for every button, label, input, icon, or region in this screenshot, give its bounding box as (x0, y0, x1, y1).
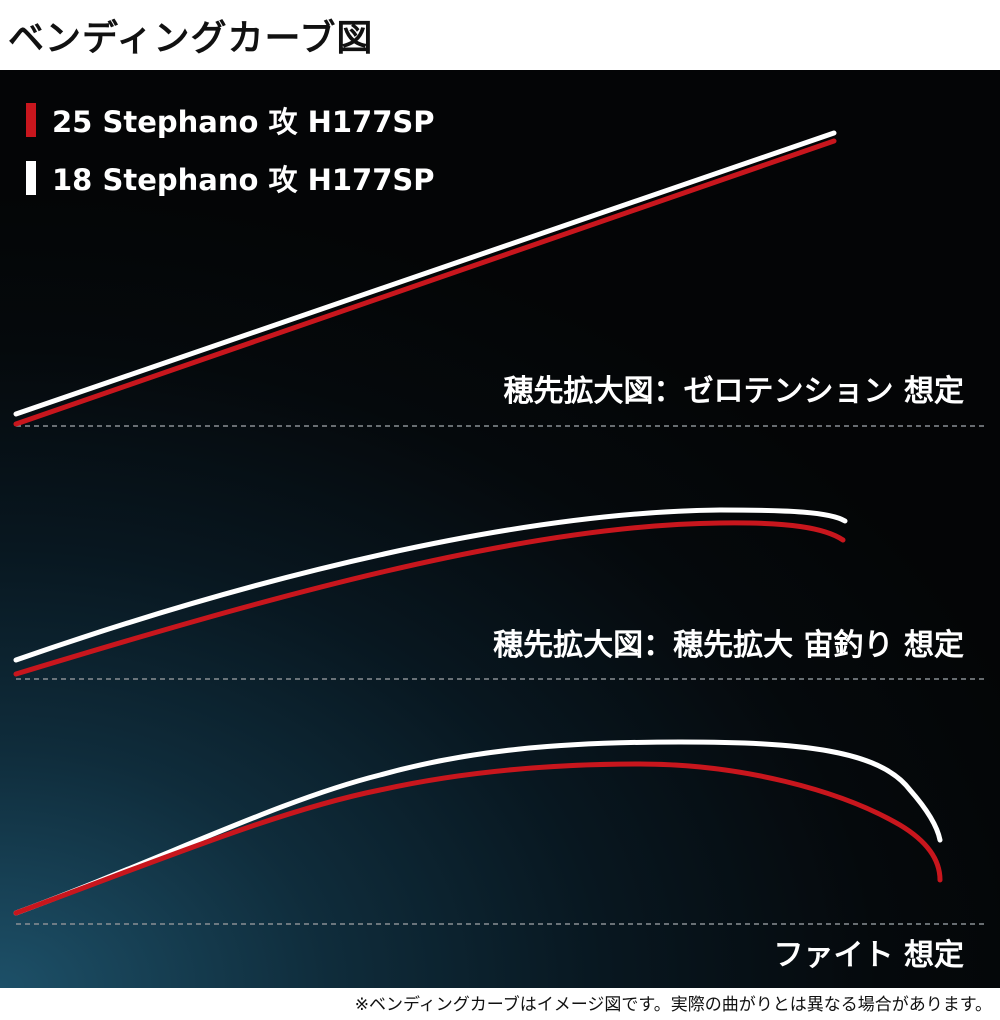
footnote: ※ベンディングカーブはイメージ図です。実際の曲がりとは異なる場合があります。 (354, 995, 992, 1015)
legend-item-18: 18 Stephano 攻 H177SP (26, 160, 435, 197)
curve-18-fight (13, 739, 943, 916)
curve-25-zero-tension (13, 138, 837, 427)
legend-item-25: 25 Stephano 攻 H177SP (26, 102, 435, 139)
curve-25-fight (13, 761, 943, 916)
legend-label-18: 18 Stephano 攻 H177SP (52, 163, 435, 197)
curve-18-suspended (13, 507, 848, 663)
legend-swatch-red (26, 103, 36, 137)
scenario-label-zero-tension: 穂先拡大図：ゼロテンション 想定 (503, 374, 964, 409)
scenario-label-suspended: 穂先拡大図：穂先拡大 宙釣り 想定 (493, 628, 964, 663)
legend: 25 Stephano 攻 H177SP 18 Stephano 攻 H177S… (26, 102, 435, 218)
bending-curve-panel: 25 Stephano 攻 H177SP 18 Stephano 攻 H177S… (0, 70, 1000, 988)
bending-curves-diagram (13, 130, 984, 925)
scenario-label-fight: ファイト 想定 (773, 938, 964, 973)
curve-25-suspended (13, 520, 846, 677)
legend-swatch-white (26, 161, 36, 195)
page-title: ベンディングカーブ図 (8, 18, 374, 59)
legend-label-25: 25 Stephano 攻 H177SP (52, 105, 435, 139)
curve-18-zero-tension (13, 130, 837, 417)
